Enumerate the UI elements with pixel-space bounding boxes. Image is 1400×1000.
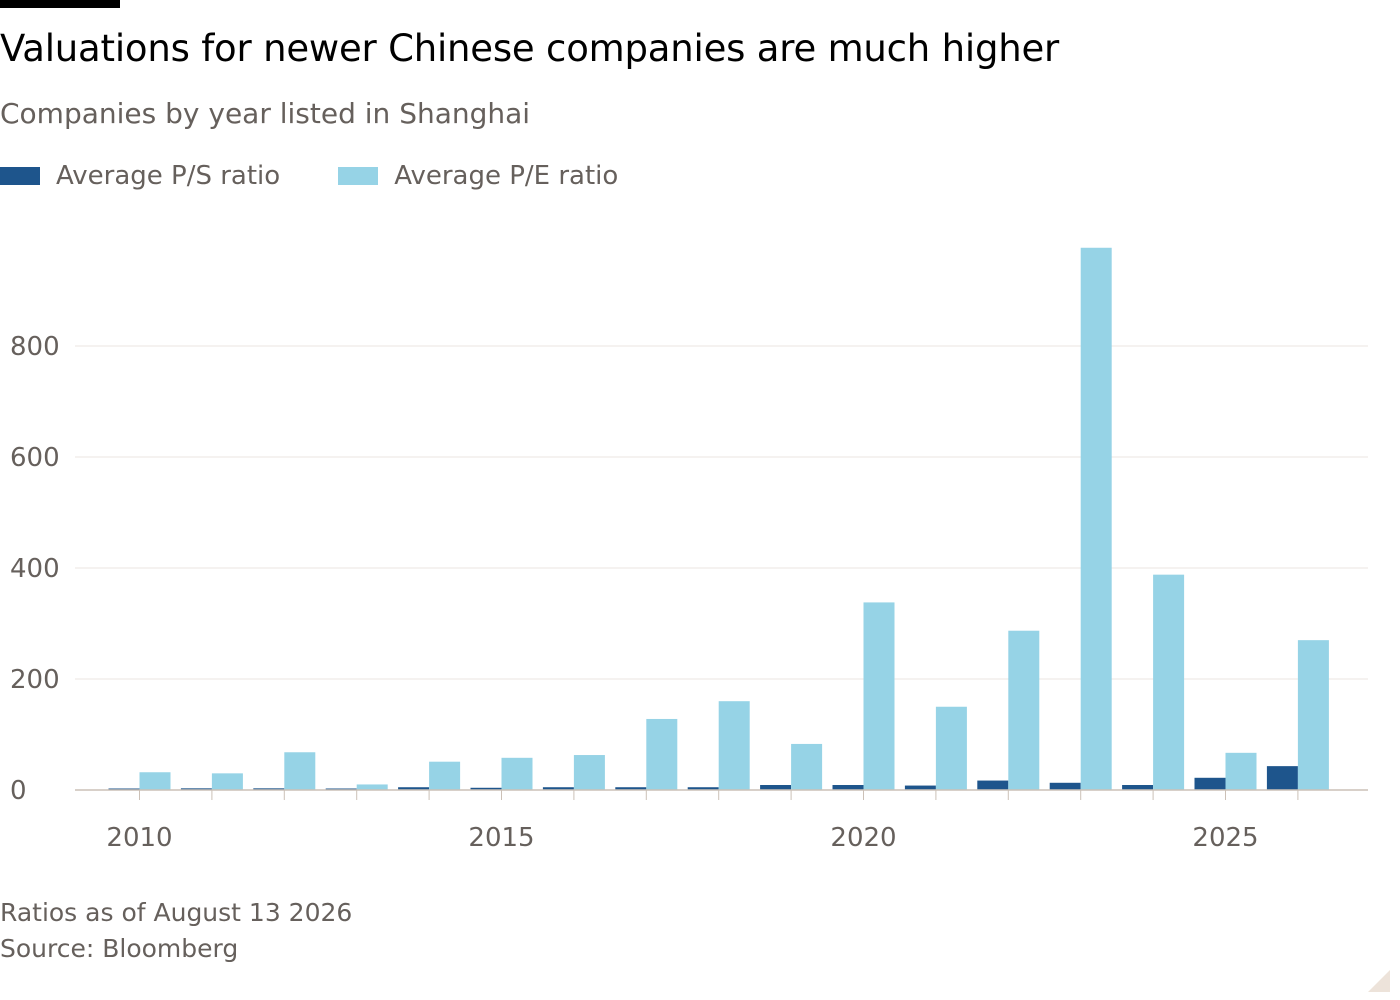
bar-pe-2012 (284, 752, 316, 790)
legend-swatch-ps (0, 167, 40, 185)
y-tick-label-400: 400 (10, 554, 60, 584)
legend-label-pe: Average P/E ratio (394, 161, 619, 191)
bar-pe-2014 (429, 761, 461, 790)
bar-pe-2021 (935, 706, 967, 790)
footnote-source: Source: Bloomberg (0, 934, 239, 963)
legend-item-ps: Average P/S ratio (0, 161, 280, 191)
corner-mark (1368, 970, 1390, 992)
bar-ps-2023 (1049, 782, 1081, 790)
bar-ps-2022 (977, 780, 1009, 790)
bar-ps-2011 (180, 788, 212, 790)
bar-pe-2025 (1225, 752, 1257, 790)
chart-subtitle: Companies by year listed in Shanghai (0, 97, 531, 130)
bar-ps-2019 (760, 785, 792, 790)
y-tick-label-800: 800 (10, 332, 60, 362)
bar-chart: 0 200 400 600 800 2010 2015 2020 2025 (10, 247, 1368, 853)
bar-ps-2014 (398, 787, 430, 790)
legend-item-pe: Average P/E ratio (338, 161, 618, 191)
bar-ps-2015 (470, 787, 502, 790)
y-tick-label-600: 600 (10, 443, 60, 473)
bar-ps-2017 (615, 787, 647, 790)
footnote: Ratios as of August 13 2026 Source: Bloo… (0, 895, 352, 967)
bar-pe-2023 (1080, 247, 1112, 790)
legend: Average P/S ratio Average P/E ratio (0, 158, 676, 194)
y-tick-label-0: 0 (10, 776, 27, 806)
bar-ps-2018 (687, 787, 719, 790)
bar-ps-2016 (542, 787, 574, 790)
top-rule (0, 0, 120, 8)
bar-ps-2021 (904, 785, 936, 790)
x-tick-label-2015: 2015 (468, 823, 534, 853)
bar-pe-2026 (1297, 640, 1329, 790)
bar-ps-2020 (832, 785, 864, 790)
bar-pe-2011 (211, 773, 243, 790)
bar-pe-2010 (139, 772, 171, 790)
bar-pe-2024 (1153, 574, 1185, 790)
x-tick-label-2020: 2020 (830, 823, 896, 853)
bar-pe-2017 (646, 718, 678, 790)
chart-title: Valuations for newer Chinese companies a… (0, 27, 1060, 70)
bar-pe-2019 (791, 743, 823, 790)
bar-ps-2026 (1266, 766, 1298, 790)
bar-ps-2024 (1122, 785, 1154, 790)
bar-ps-2012 (253, 788, 285, 790)
bar-ps-2025 (1194, 777, 1226, 790)
bar-pe-2020 (863, 602, 895, 790)
x-tick-label-2010: 2010 (106, 823, 172, 853)
bar-pe-2016 (573, 755, 605, 790)
x-tick-label-2025: 2025 (1192, 823, 1258, 853)
bar-pe-2013 (356, 784, 388, 790)
y-tick-label-200: 200 (10, 665, 60, 695)
bar-pe-2018 (718, 701, 750, 790)
bar-pe-2015 (501, 757, 533, 790)
bar-pe-2022 (1008, 630, 1040, 790)
footnote-note: Ratios as of August 13 2026 (0, 898, 353, 927)
legend-swatch-pe (338, 167, 379, 185)
legend-label-ps: Average P/S ratio (56, 161, 281, 191)
